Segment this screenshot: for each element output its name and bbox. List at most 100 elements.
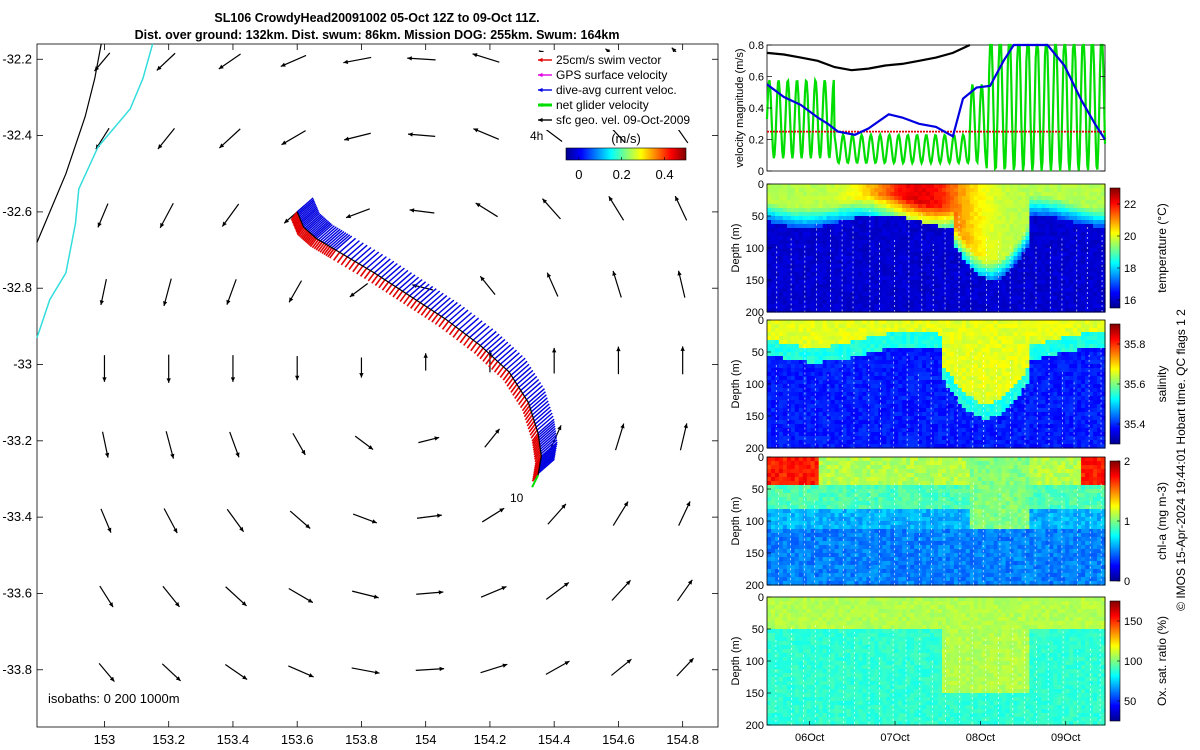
swim-vector — [294, 220, 302, 230]
depth-colorbar-tick-label: 22 — [1124, 199, 1136, 211]
map-x-tick-label: 153.6 — [281, 732, 314, 747]
swim-vector — [488, 358, 496, 368]
current-vector — [538, 423, 556, 439]
swim-vector — [533, 463, 541, 473]
current-vector — [387, 267, 405, 283]
sfc-velocity-arrow — [409, 208, 435, 214]
sfc-velocity-arrow — [157, 127, 175, 150]
map-x-tick-label: 154 — [415, 732, 437, 747]
legend-swatch — [538, 72, 552, 78]
current-vector — [479, 330, 497, 346]
swim-vector — [359, 267, 368, 277]
swim-vector — [530, 429, 538, 439]
map-panel: 153 153.2 153.4 153.6 153.8 154 154.2 154.4 154.… — [2, 43, 719, 747]
sfc-velocity-arrow — [479, 275, 496, 296]
current-vector — [440, 301, 458, 317]
depth-tick-label: 150 — [746, 688, 764, 700]
swim-vector — [522, 405, 531, 415]
current-vector — [540, 445, 558, 461]
swim-vector — [514, 389, 522, 399]
current-vector — [346, 242, 364, 258]
depth-tick-label: 100 — [746, 243, 764, 255]
sfc-velocity-arrow — [292, 432, 306, 456]
current-vector — [539, 447, 557, 463]
swim-vector — [485, 355, 493, 365]
depth-tick-label: 200 — [746, 307, 764, 319]
sfc-velocity-arrow — [473, 128, 500, 140]
swim-vector — [313, 240, 321, 250]
sfc-velocity-arrow — [545, 660, 570, 675]
depth-tick-label: 100 — [746, 656, 764, 668]
swim-vector — [531, 432, 539, 442]
time-tick-label: 06Oct — [795, 732, 824, 744]
swim-vector — [466, 339, 474, 349]
current-vector — [301, 209, 319, 225]
depth-colorbar-label: Ox. sat. ratio (%) — [1155, 616, 1169, 706]
swim-vector — [499, 368, 507, 378]
current-vector — [532, 403, 550, 419]
sfc-velocity-arrow — [101, 431, 110, 458]
depth-panel-salinity: 0 50 100 150 200 Depth (m) 35.4 35.6 35.8 salinit… — [730, 315, 1169, 455]
swim-vector — [332, 251, 341, 261]
current-vector — [314, 222, 332, 238]
swim-vector — [517, 396, 526, 406]
depth-tick-label: 50 — [752, 347, 764, 359]
current-vector — [433, 297, 451, 313]
current-vector — [412, 283, 430, 299]
current-vector — [380, 262, 398, 279]
current-vector — [508, 357, 526, 373]
swim-vector — [532, 467, 541, 477]
swim-vector — [378, 279, 386, 289]
current-vector — [540, 439, 558, 455]
swim-vector — [512, 386, 520, 396]
sfc-velocity-arrow — [547, 503, 567, 525]
swim-vector — [315, 241, 323, 251]
current-vector — [539, 449, 557, 465]
sfc-velocity-series — [766, 44, 971, 72]
legend-label: GPS surface velocity — [556, 68, 667, 82]
current-vector — [362, 251, 380, 267]
current-vector — [462, 317, 480, 333]
current-vector — [323, 228, 341, 244]
sfc-velocity-arrow — [676, 657, 694, 677]
net-velocity-series — [765, 43, 1107, 172]
current-vector — [529, 394, 547, 410]
current-vector — [335, 235, 353, 251]
current-vector — [524, 382, 542, 398]
current-vector — [500, 349, 517, 365]
depth-tick-label: 0 — [758, 179, 764, 191]
swim-vector — [434, 315, 443, 325]
speed-colorbar-tick-label: 0 — [575, 167, 582, 182]
current-vector — [358, 249, 376, 265]
swim-vector — [532, 468, 540, 478]
swim-vector — [321, 244, 329, 254]
sfc-velocity-arrow — [677, 270, 686, 298]
swim-vector — [493, 363, 502, 373]
depth-tick-label: 100 — [746, 516, 764, 528]
swim-vector — [516, 393, 524, 402]
current-vector — [299, 204, 317, 221]
swim-vector — [352, 263, 360, 273]
current-vector — [540, 441, 558, 457]
swim-vector — [298, 227, 306, 237]
depth-colorbar-tick-label: 35.4 — [1124, 419, 1145, 431]
swim-vector — [395, 290, 404, 300]
current-vector — [537, 420, 555, 437]
swim-vector — [392, 288, 400, 298]
legend-entry: net glider velocity — [538, 98, 649, 112]
current-vector — [296, 197, 314, 213]
swim-vector — [455, 331, 464, 341]
coastline — [36, 43, 102, 243]
map-y-tick-label: -33.6 — [2, 585, 32, 600]
sfc-velocity-arrow — [98, 663, 115, 682]
swim-vector — [295, 223, 303, 233]
annotation-10: 10 — [510, 491, 524, 505]
swim-vector — [479, 350, 487, 360]
sfc-velocity-arrow — [288, 280, 303, 303]
depth-colorbar-tick-label: 0 — [1124, 576, 1130, 588]
sfc-velocity-arrow — [343, 56, 372, 64]
current-vector — [537, 418, 555, 434]
swim-vector — [302, 231, 310, 241]
current-vector — [298, 200, 315, 216]
sfc-velocity-arrow — [225, 586, 247, 607]
